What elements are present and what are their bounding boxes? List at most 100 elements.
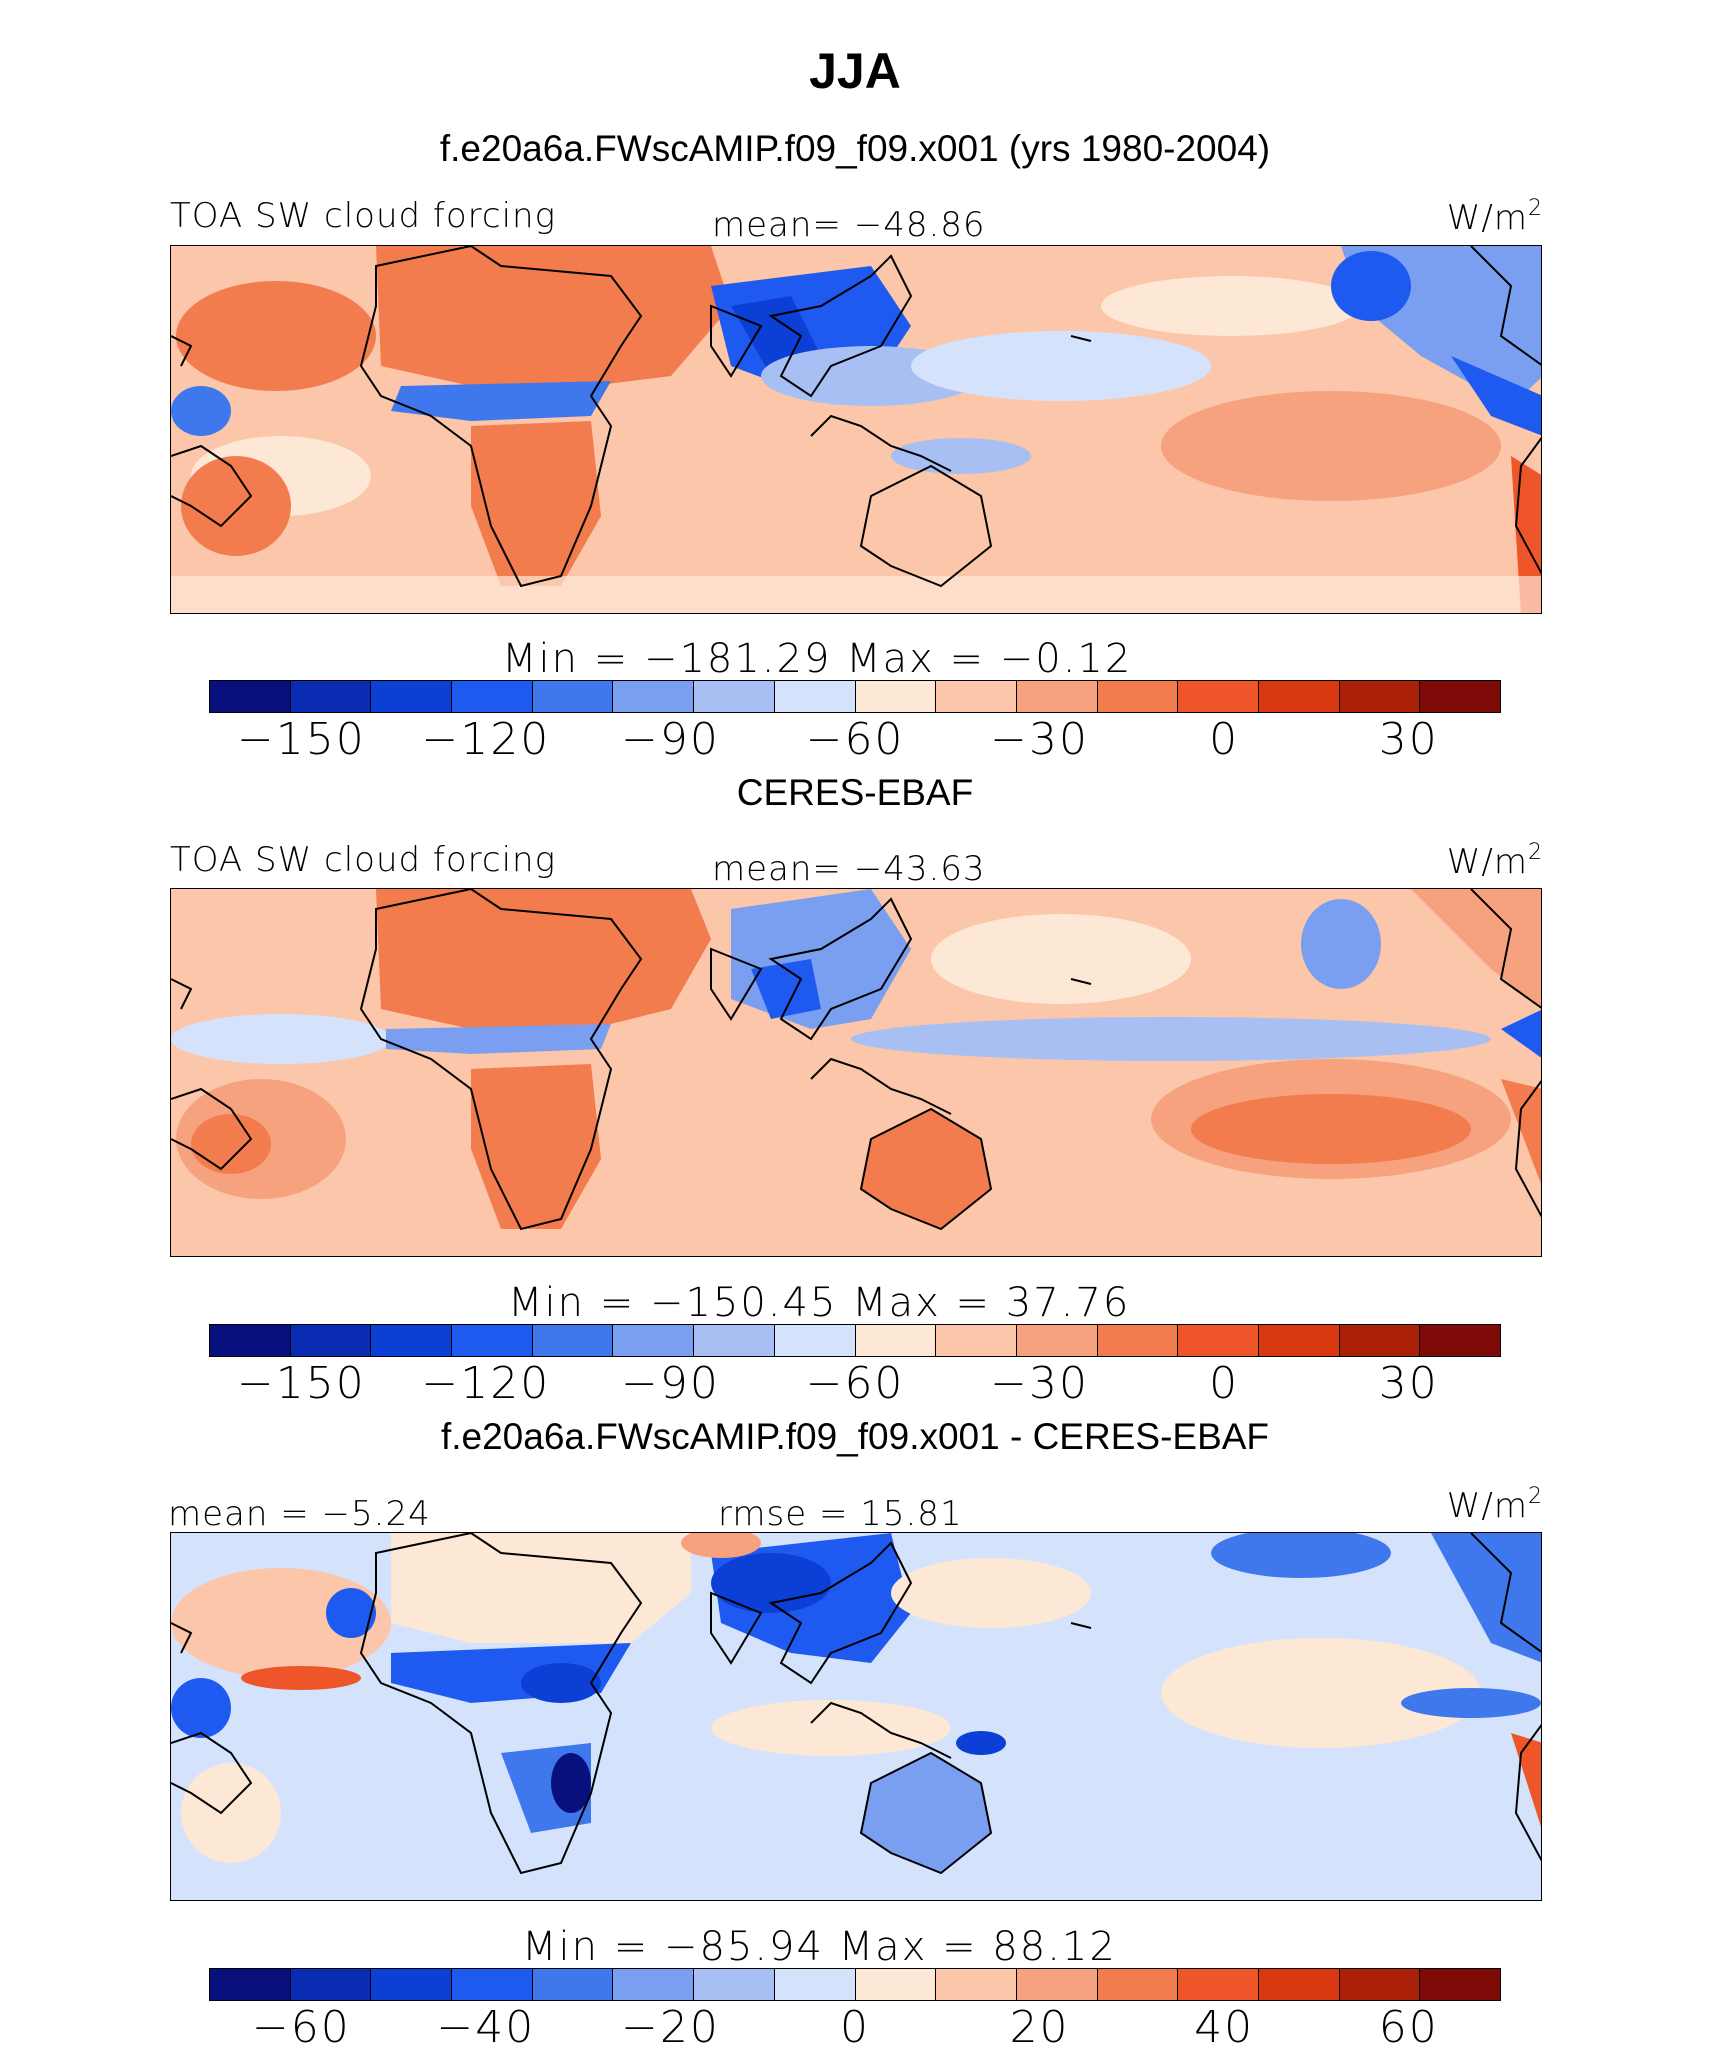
colorbar-tick-label: 30 [1378, 714, 1439, 765]
panel1-minmax: Min = −181.29 Max = −0.12 [502, 636, 1133, 682]
field-patch [931, 914, 1191, 1004]
colorbar-swatch [1097, 681, 1179, 712]
colorbar-swatch [613, 1325, 695, 1356]
field-patch [521, 1663, 601, 1703]
colorbar-swatch [694, 1325, 775, 1356]
colorbar-tick-label: 30 [1378, 1358, 1439, 1409]
colorbar-swatch [694, 681, 775, 712]
field-patch [1161, 391, 1501, 501]
colorbar-swatch [371, 681, 453, 712]
panel1-variable: TOA SW cloud forcing [170, 196, 556, 236]
field-patch [171, 1678, 231, 1738]
field-patch [956, 1731, 1006, 1755]
colorbar-swatch [613, 1969, 695, 2000]
colorbar-swatch [452, 681, 533, 712]
field-patch [551, 1753, 591, 1813]
field-patch [751, 959, 821, 1019]
colorbar-swatch [855, 1325, 937, 1356]
figure-title: JJA [809, 43, 901, 99]
colorbar-tick-label: −60 [805, 1358, 905, 1409]
colorbar-tick-label: −90 [620, 1358, 720, 1409]
colorbar-swatch [1258, 1969, 1340, 2000]
colorbar-swatch [371, 1969, 453, 2000]
panel1-map [170, 245, 1542, 614]
colorbar-swatch [774, 1325, 856, 1356]
colorbar-swatch [532, 1325, 614, 1356]
coastlines [171, 889, 1541, 1231]
colorbar-tick-label: −150 [236, 714, 366, 765]
colorbar-swatch [1097, 1969, 1179, 2000]
panel1-colorbar [209, 680, 1501, 713]
colorbar-swatch [210, 1969, 291, 2000]
colorbar-swatch [290, 1969, 372, 2000]
field-patch [471, 421, 601, 586]
colorbar-swatch [1178, 1325, 1259, 1356]
field-patch [191, 1114, 271, 1174]
colorbar-tick-label: −120 [421, 1358, 551, 1409]
colorbar-tick-label: −90 [620, 714, 720, 765]
colorbar-swatch [1016, 1969, 1098, 2000]
colorbar-swatch [1420, 681, 1500, 712]
colorbar-tick-label: 0 [840, 2002, 870, 2053]
colorbar-swatch [855, 681, 937, 712]
field-patch [1331, 251, 1411, 321]
field-patch [376, 889, 711, 1029]
panel2-mean: mean= −43.63 [712, 849, 986, 889]
field-patch [711, 1700, 951, 1756]
coastlines [171, 246, 1541, 588]
colorbar-swatch [1178, 681, 1259, 712]
field-patch [386, 1024, 611, 1054]
panel3-map [170, 1532, 1542, 1901]
field-patch [891, 1558, 1091, 1628]
coastlines [171, 1533, 1541, 1875]
field-patch [1501, 1009, 1541, 1058]
panel2-units: W/m2 [1446, 840, 1543, 882]
colorbar-swatch [936, 681, 1017, 712]
field-patch [171, 1014, 391, 1064]
colorbar-tick-label: −40 [436, 2002, 536, 2053]
field-patch [861, 1109, 991, 1229]
field-patch [171, 914, 371, 1004]
panel2-colorbar-ticks: −150 −120 −90 −60 −30 0 30 [209, 1358, 1501, 1409]
field-patch [471, 1064, 601, 1229]
field-patch [891, 438, 1031, 474]
colorbar-swatch [1016, 681, 1098, 712]
field-patch [241, 1666, 361, 1690]
colorbar-tick-label: 0 [1209, 1358, 1240, 1409]
colorbar-swatch [855, 1969, 937, 2000]
panel3-minmax: Min = −85.94 Max = 88.12 [522, 1924, 1117, 1970]
colorbar-swatch [532, 1969, 614, 2000]
panel1-map-svg [171, 246, 1541, 613]
panel3-units: W/m2 [1446, 1484, 1543, 1526]
field-patch [1301, 899, 1381, 989]
field-patch [171, 386, 231, 436]
colorbar-tick-label: 0 [1209, 714, 1240, 765]
colorbar-swatch [1339, 681, 1421, 712]
field-patch [911, 331, 1211, 401]
panel3-mean: mean = −5.24 [168, 1494, 431, 1534]
colorbar-swatch [1097, 1325, 1179, 1356]
colorbar-swatch [290, 681, 372, 712]
panel1-mean: mean= −48.86 [712, 205, 986, 245]
panel1-colorbar-ticks: −150 −120 −90 −60 −30 0 30 [209, 714, 1501, 765]
colorbar-swatch [371, 1325, 453, 1356]
colorbar-swatch [1258, 681, 1340, 712]
panel2-minmax: Min = −150.45 Max = 37.76 [508, 1280, 1131, 1326]
colorbar-tick-label: −30 [990, 1358, 1089, 1409]
field-patch [1161, 1638, 1481, 1748]
panel3-title: f.e20a6a.FWscAMIP.f09_f09.x001 - CERES-E… [440, 1416, 1270, 1457]
colorbar-tick-label: −60 [251, 2002, 351, 2053]
panel2-variable: TOA SW cloud forcing [170, 840, 556, 880]
panel2-map [170, 888, 1542, 1257]
panel2-title: CERES-EBAF [736, 772, 974, 813]
colorbar-swatch [1258, 1325, 1340, 1356]
panel2-colorbar [209, 1324, 1501, 1357]
field-patch [1211, 1533, 1391, 1578]
panel3-map-svg [171, 1533, 1541, 1900]
field-patch [1411, 889, 1541, 1008]
colorbar-swatch [1420, 1325, 1500, 1356]
colorbar-swatch [532, 681, 614, 712]
colorbar-tick-label: 20 [1009, 2002, 1070, 2053]
colorbar-swatch [694, 1969, 775, 2000]
colorbar-swatch [290, 1325, 372, 1356]
